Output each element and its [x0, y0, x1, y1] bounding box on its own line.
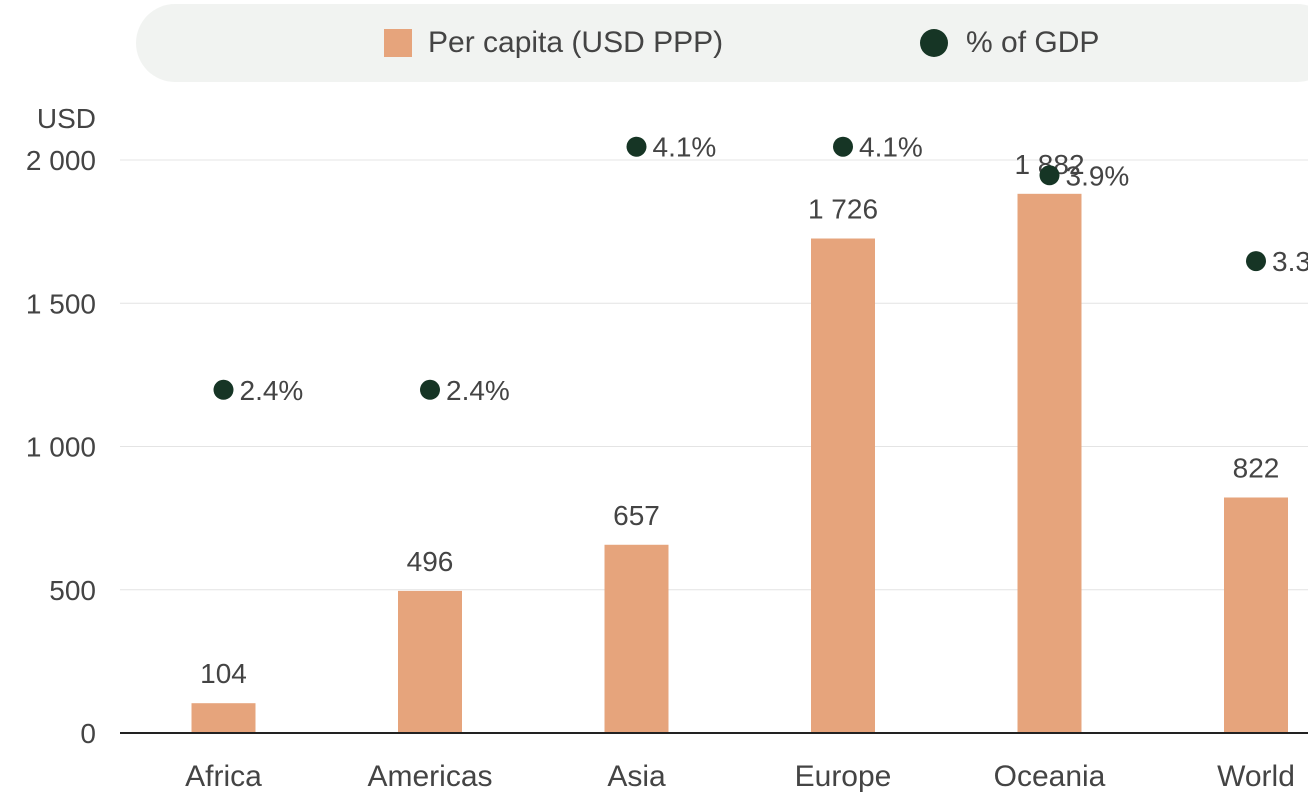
legend-swatch-dot [920, 29, 948, 57]
x-tick-label: Americas [367, 760, 492, 793]
bar-value-label: 822 [1233, 452, 1280, 483]
legend-item-gdp[interactable]: % of GDP [920, 4, 1099, 82]
gdp-dot-label: 2.4% [240, 375, 304, 406]
gdp-dot-europe [833, 136, 853, 157]
bar-value-label: 496 [407, 546, 454, 577]
bar-value-label: 657 [613, 500, 660, 531]
gdp-dot-label: 2.4% [446, 375, 510, 406]
gdp-dot-asia [626, 136, 647, 157]
gdp-dot-label: 3.9% [1066, 160, 1130, 191]
gdp-dot-americas [420, 379, 440, 400]
chart-legend: Per capita (USD PPP) % of GDP [136, 4, 1308, 82]
bar-europe [811, 238, 875, 733]
legend-label-gdp: % of GDP [966, 26, 1100, 59]
y-tick-label: 0 [80, 718, 96, 749]
x-tick-label: Oceania [994, 760, 1106, 793]
x-tick-label: Africa [185, 760, 262, 793]
x-tick-label: Europe [795, 760, 892, 793]
gdp-dot-africa [213, 379, 234, 400]
gdp-dot-label: 4.1% [653, 132, 717, 163]
gdp-dot-label: 3.3% [1272, 246, 1308, 277]
gdp-dot-oceania [1039, 165, 1060, 186]
legend-item-per-capita[interactable]: Per capita (USD PPP) [384, 4, 723, 82]
legend-swatch-bar [384, 29, 412, 57]
bar-americas [398, 590, 462, 733]
bar-asia [604, 544, 669, 733]
x-tick-label: Asia [607, 760, 666, 793]
y-tick-label: 2 000 [26, 145, 96, 176]
bar-africa [191, 703, 256, 733]
x-tick-label: World [1217, 760, 1295, 793]
y-tick-label: 500 [49, 575, 96, 606]
bar-oceania [1017, 193, 1082, 733]
legend-label-per-capita: Per capita (USD PPP) [428, 26, 724, 59]
bar-value-label: 104 [200, 658, 247, 689]
bar-value-label: 1 726 [808, 194, 878, 225]
y-axis-unit-label: USD [37, 103, 96, 134]
y-tick-label: 1 000 [26, 432, 96, 463]
gdp-dot-label: 4.1% [859, 132, 923, 163]
gdp-dot-world [1246, 251, 1266, 272]
bar-world [1224, 497, 1288, 733]
y-tick-label: 1 500 [26, 288, 96, 319]
